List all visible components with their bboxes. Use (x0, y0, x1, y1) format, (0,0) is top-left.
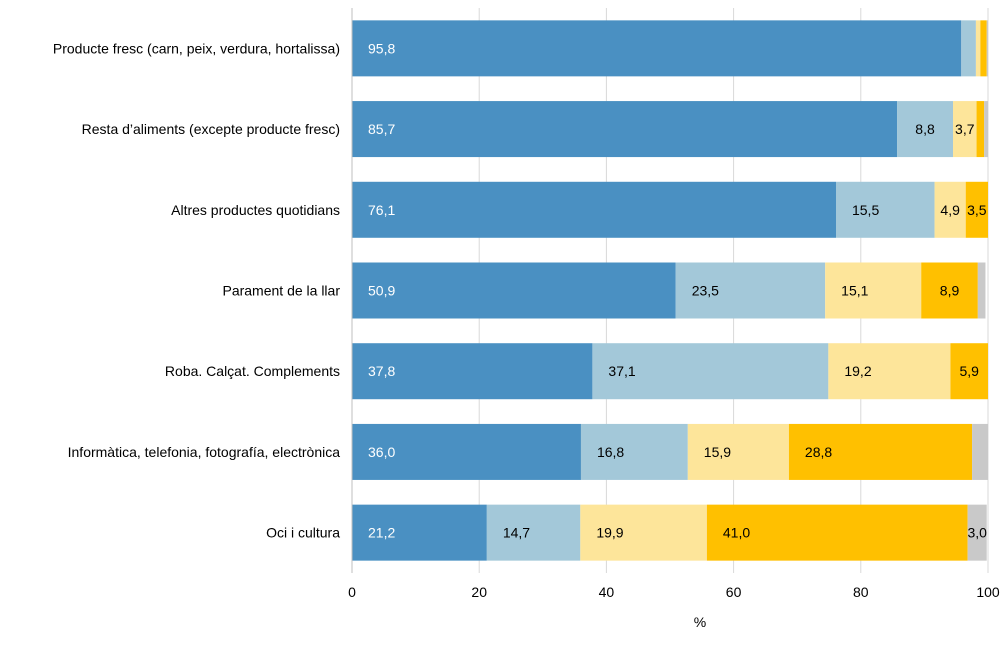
bar-segment (950, 343, 988, 400)
data-label: 3,5 (967, 202, 987, 218)
data-label: 37,1 (608, 363, 635, 379)
bar-segment (967, 504, 987, 561)
bar-segment (788, 423, 973, 480)
bar-segment (975, 20, 981, 77)
data-label: 14,7 (503, 525, 530, 541)
bar-segment (580, 504, 707, 561)
bar-segment (486, 504, 581, 561)
data-label: 8,9 (940, 283, 960, 299)
bar-segment (352, 343, 593, 400)
x-axis-title: % (694, 614, 706, 630)
bar-segment (352, 101, 898, 158)
bar-segment (934, 181, 966, 238)
data-label: 15,9 (704, 444, 731, 460)
data-labels: 95,8 85,7 8,8 3,7 76,1 15,5 4,9 3,5 50,9 23,5 15,1… (368, 40, 987, 540)
x-tick-label: 0 (348, 584, 356, 600)
bar-segment (352, 262, 676, 319)
data-label: 4,9 (940, 202, 960, 218)
bar-segment (965, 181, 988, 238)
bar-segments (352, 20, 988, 561)
category-label: Producte fresc (carn, peix, verdura, hor… (53, 40, 340, 56)
bar-segment (976, 101, 985, 158)
data-label: 15,5 (852, 202, 879, 218)
data-label: 85,7 (368, 121, 395, 137)
data-label: 36,0 (368, 444, 395, 460)
category-label: Roba. Calçat. Complements (165, 363, 340, 379)
bar-segment (352, 20, 962, 77)
x-tick-labels: 0 20 40 60 80 100 (348, 584, 1000, 600)
bar-segment (352, 423, 581, 480)
category-label: Informàtica, telefonia, fotografía, elec… (68, 444, 341, 460)
bar-segment (828, 343, 951, 400)
data-label: 19,9 (596, 525, 623, 541)
data-label: 16,8 (597, 444, 624, 460)
bar-segment (980, 20, 987, 77)
bar-segment (835, 181, 935, 238)
data-label: 23,5 (692, 283, 719, 299)
bar-segment (984, 101, 988, 158)
data-label: 50,9 (368, 283, 395, 299)
bar-segment (977, 262, 986, 319)
data-label: 28,8 (805, 444, 832, 460)
bar-segment (687, 423, 789, 480)
data-label: 8,8 (915, 121, 935, 137)
x-tick-label: 20 (471, 584, 487, 600)
data-label: 37,8 (368, 363, 395, 379)
bar-segment (825, 262, 922, 319)
data-label: 41,0 (723, 525, 750, 541)
data-label: 3,7 (955, 121, 975, 137)
data-label: 76,1 (368, 202, 395, 218)
bar-segment (961, 20, 976, 77)
category-label: Resta d’aliments (excepte producte fresc… (82, 121, 340, 137)
data-label: 3,0 (967, 525, 987, 541)
bar-segment (352, 504, 487, 561)
category-label: Altres productes quotidians (171, 202, 340, 218)
data-label: 5,9 (960, 363, 980, 379)
category-label: Parament de la llar (222, 283, 340, 299)
data-label: 15,1 (841, 283, 868, 299)
bar-segment (706, 504, 968, 561)
bar-segment (580, 423, 688, 480)
category-label: Oci i cultura (266, 525, 340, 541)
data-label: 95,8 (368, 40, 395, 56)
data-label: 19,2 (844, 363, 871, 379)
x-tick-label: 60 (726, 584, 742, 600)
x-tick-label: 80 (853, 584, 869, 600)
bar-segment (592, 343, 829, 400)
bar-segment (972, 423, 988, 480)
bar-segment (675, 262, 826, 319)
category-labels: Producte fresc (carn, peix, verdura, hor… (53, 40, 340, 540)
bar-segment (352, 181, 836, 238)
x-tick-label: 100 (976, 584, 1000, 600)
x-tick-label: 40 (599, 584, 615, 600)
bar-segment (897, 101, 954, 158)
data-label: 21,2 (368, 525, 395, 541)
bar-segment (986, 20, 988, 77)
bar-segment (921, 262, 978, 319)
bar-segment (953, 101, 977, 158)
